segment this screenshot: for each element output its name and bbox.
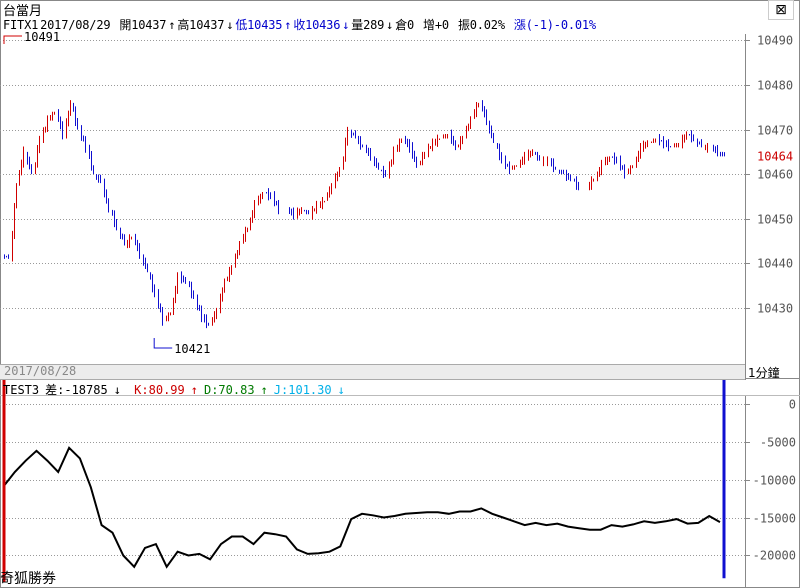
y-tick-label: -20000 bbox=[753, 549, 796, 563]
y-tick-label: 0 bbox=[789, 398, 796, 412]
indicator-name: TEST3 bbox=[3, 383, 40, 397]
date-strip-label: 2017/08/28 bbox=[4, 364, 77, 378]
low-marker bbox=[153, 338, 173, 349]
indicator-series bbox=[2, 375, 726, 582]
price-change: 漲(-1)-0.01% bbox=[513, 18, 596, 32]
volume-arrow-icon: ↓ bbox=[386, 18, 394, 32]
y-tick-label: 10450 bbox=[757, 213, 793, 227]
high-annotation: 10491 bbox=[24, 30, 60, 44]
low-annotation: 10421 bbox=[174, 342, 210, 356]
k-arrow-icon: ↑ bbox=[190, 383, 198, 397]
j-value: J:101.30 bbox=[273, 383, 332, 397]
high-arrow-icon: ↓ bbox=[226, 18, 234, 32]
indicator-axis: 0 -5000 -10000 -15000 -20000 bbox=[745, 398, 796, 563]
open-interest: 倉0 bbox=[395, 18, 415, 32]
low-arrow-icon: ↑ bbox=[284, 18, 292, 32]
high-price: 高10437 bbox=[177, 18, 225, 32]
price-annotations: 10491 10421 bbox=[3, 30, 210, 356]
price-grid bbox=[0, 40, 745, 309]
high-marker bbox=[3, 35, 22, 44]
period-selector[interactable]: 1分鐘 bbox=[748, 366, 780, 380]
amplitude: 振0.02% bbox=[457, 18, 505, 32]
y-tick-label: 10480 bbox=[757, 79, 793, 93]
close-arrow-icon: ↓ bbox=[342, 18, 350, 32]
volume: 量289 bbox=[351, 18, 385, 32]
close-price: 收10436 bbox=[293, 18, 341, 32]
quote-info-bar: FITX1 2017/08/29 開10437 ↑ 高10437 ↓ 低10435 ↑ 收10… bbox=[3, 16, 598, 33]
watermark: 奇狐勝券 bbox=[0, 571, 56, 587]
date-strip bbox=[0, 364, 745, 380]
chart-title: 台當月 bbox=[3, 4, 43, 19]
open-price: 開10437 bbox=[119, 18, 167, 32]
diff-arrow-icon: ↓ bbox=[113, 383, 121, 397]
candlestick-series bbox=[4, 100, 725, 329]
y-tick-label: 10440 bbox=[757, 257, 793, 271]
y-tick-label: -15000 bbox=[753, 512, 796, 526]
oi-increase: 增+0 bbox=[423, 18, 449, 32]
indicator-line bbox=[3, 446, 721, 569]
current-price-label: 10464 bbox=[757, 149, 793, 163]
y-tick-label: 10430 bbox=[757, 302, 793, 316]
d-arrow-icon: ↑ bbox=[260, 383, 268, 397]
quote-date: 2017/08/29 bbox=[40, 18, 111, 32]
j-arrow-icon: ↓ bbox=[337, 383, 345, 397]
y-tick-label: 10460 bbox=[757, 168, 793, 182]
indicator-info-bar: TEST3 差:-18785 ↓ K:80.99 ↑ D:70.83 ↑ J:101.30 ↓ bbox=[3, 381, 351, 398]
k-value: K:80.99 bbox=[134, 383, 185, 397]
y-tick-label: 10470 bbox=[757, 124, 793, 138]
symbol: FITX1 bbox=[3, 18, 39, 32]
y-tick-label: -10000 bbox=[753, 474, 796, 488]
price-axis: 10430 10440 10450 10460 10470 10480 10490 10464 bbox=[745, 34, 793, 316]
y-tick-label: 10490 bbox=[757, 34, 793, 48]
indicator-diff: 差:-18785 bbox=[45, 383, 108, 397]
close-button[interactable]: ⊠ bbox=[768, 0, 794, 20]
open-arrow-icon: ↑ bbox=[168, 18, 176, 32]
d-value: D:70.83 bbox=[203, 383, 255, 397]
y-tick-label: -5000 bbox=[760, 436, 796, 450]
low-price: 低10435 bbox=[235, 18, 283, 32]
indicator-grid bbox=[0, 404, 745, 556]
